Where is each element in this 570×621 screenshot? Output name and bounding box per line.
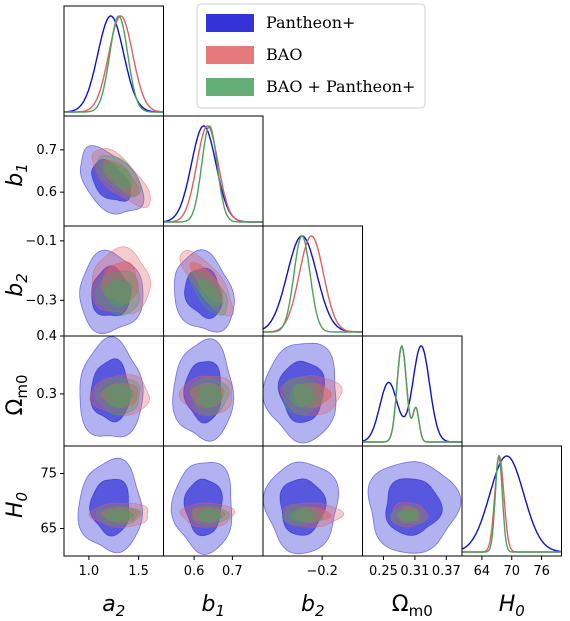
y-tick-label: 65 — [40, 522, 57, 537]
contour-bao-pantheon--1sigma — [197, 508, 222, 522]
contour-bao-pantheon--1sigma — [289, 383, 316, 408]
y-tick-label: 0.4 — [36, 329, 57, 344]
panel-frame — [262, 225, 363, 337]
y-tick-label: 0.7 — [36, 143, 57, 158]
y-tick-label: 0.6 — [36, 185, 57, 200]
panel-frame — [63, 5, 164, 117]
panel-b2-H0 — [263, 461, 345, 555]
x-tick-label: 1.0 — [79, 564, 100, 579]
legend-swatch — [206, 46, 254, 64]
marginal-H0 — [461, 454, 562, 553]
x-tick-label: −0.2 — [306, 564, 338, 579]
panel-frame — [461, 445, 562, 557]
panel-a2-b1 — [80, 145, 151, 215]
panel-frame — [362, 335, 463, 447]
x-tick-label: 76 — [533, 564, 550, 579]
legend-swatch — [206, 14, 254, 32]
legend-label: BAO — [266, 45, 302, 64]
x-tick-label: 0.6 — [184, 564, 205, 579]
marginal-curve-pantheon- — [262, 235, 363, 333]
x-axis-label-b2: b2 — [301, 592, 325, 620]
contour-bao-pantheon--1sigma — [103, 279, 133, 308]
marginal-a2 — [63, 15, 164, 113]
contour-bao-pantheon--1sigma — [198, 384, 223, 408]
legend-label: Pantheon+ — [266, 13, 355, 32]
panel-frame — [163, 115, 264, 227]
panel-Om0-H0 — [367, 461, 462, 554]
y-tick-label: −0.3 — [25, 293, 57, 308]
panel-b1-Om0 — [172, 338, 235, 442]
panel-b1-b2 — [173, 249, 235, 333]
marginal-curve-bao-pantheon- — [462, 454, 562, 553]
y-axis-label-H0: H0 — [3, 492, 31, 518]
contour-bao-pantheon--1sigma — [197, 278, 223, 307]
x-tick-label: 0.7 — [222, 564, 243, 579]
contour-bao-pantheon--1sigma — [288, 508, 315, 522]
y-tick-label: 0.3 — [36, 387, 57, 402]
marginal-Om0 — [362, 344, 462, 443]
y-axis-label-b2: b2 — [3, 273, 31, 297]
marginal-curve-bao-pantheon- — [163, 125, 263, 223]
marginal-curve-bao-pantheon- — [64, 15, 164, 113]
x-tick-label: 64 — [474, 564, 491, 579]
x-axis-label-a2: a2 — [102, 592, 125, 620]
marginal-curve-pantheon- — [461, 455, 562, 553]
x-tick-label: 0.31 — [400, 564, 429, 579]
y-axis-label-b1: b1 — [3, 163, 31, 187]
panel-b1-H0 — [170, 461, 236, 555]
marginal-curve-bao — [263, 235, 363, 333]
marginal-curve-bao — [362, 344, 462, 443]
panel-b2-Om0 — [263, 342, 343, 444]
marginal-curve-bao-pantheon- — [362, 344, 462, 443]
y-axis-label-Om0: Ωm0 — [3, 375, 31, 416]
x-axis-label-H0: H0 — [499, 592, 525, 620]
marginal-curve-bao-pantheon- — [263, 235, 363, 333]
contour-pantheon--1sigma — [385, 478, 443, 536]
x-tick-label: 1.5 — [128, 564, 149, 579]
panel-a2-b2 — [79, 246, 152, 335]
legend-label: BAO + Pantheon+ — [266, 77, 415, 96]
x-tick-label: 0.37 — [432, 564, 461, 579]
marginal-curve-bao — [462, 454, 562, 553]
x-tick-label: 0.25 — [369, 564, 398, 579]
y-tick-label: 75 — [40, 467, 57, 482]
legend: Pantheon+ BAO BAO + Pantheon+ — [196, 3, 426, 109]
x-tick-label: 70 — [503, 564, 520, 579]
legend-swatch — [206, 78, 254, 96]
marginal-b1 — [163, 125, 263, 223]
y-tick-label: −0.1 — [25, 234, 57, 249]
marginal-b2 — [262, 235, 363, 333]
contour-bao-pantheon--1sigma — [103, 162, 133, 189]
contour-bao-pantheon--1sigma — [104, 384, 134, 408]
panel-a2-H0 — [77, 457, 149, 554]
x-axis-label-b1: b1 — [201, 592, 225, 620]
marginal-curve-pantheon- — [63, 15, 164, 113]
panel-a2-Om0 — [79, 336, 151, 438]
contour-bao-pantheon--1sigma — [105, 509, 134, 522]
contour-bao-pantheon--1sigma — [397, 508, 419, 522]
marginal-curve-pantheon- — [362, 345, 462, 443]
x-axis-label-Om0: Ωm0 — [392, 592, 433, 620]
